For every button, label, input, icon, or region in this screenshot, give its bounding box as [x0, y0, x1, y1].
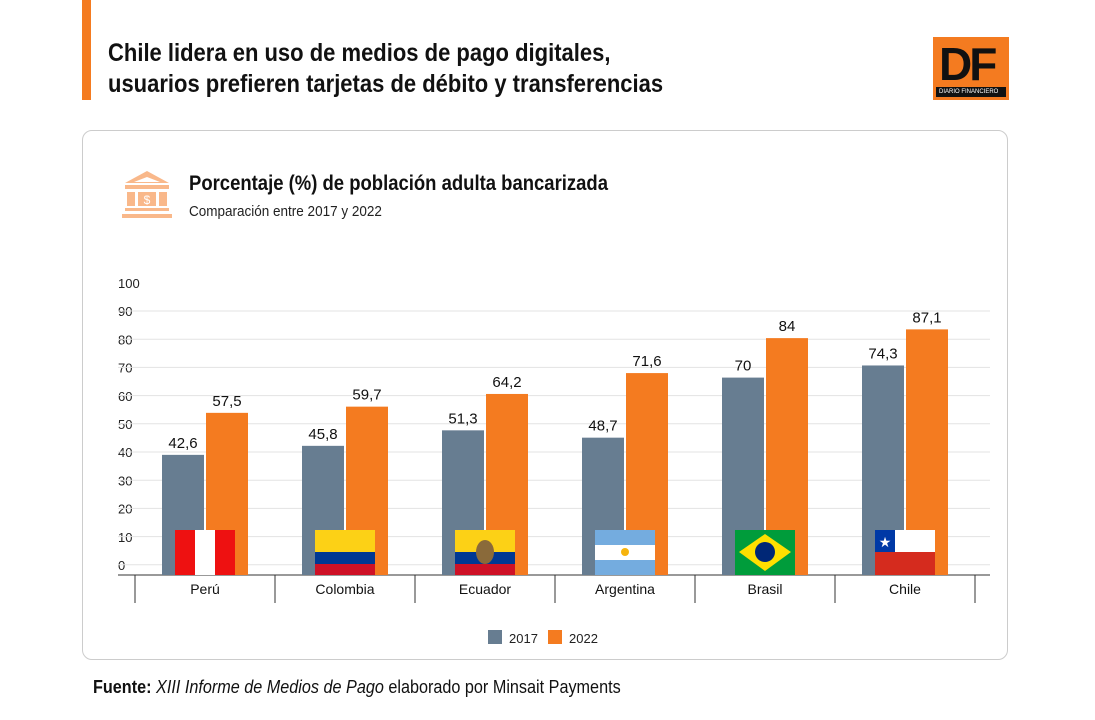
data-label: 71,6 — [632, 353, 661, 370]
y-tick-label: 70 — [118, 361, 132, 376]
x-tick-label: Argentina — [595, 581, 655, 597]
page-title: Chile lidera en uso de medios de pago di… — [108, 39, 664, 98]
x-tick-label: Colombia — [315, 581, 374, 597]
data-label: 48,7 — [588, 418, 617, 435]
legend-label: 2017 — [509, 631, 538, 646]
ecuador-flag — [455, 564, 515, 575]
legend-swatch-2022 — [548, 630, 562, 644]
peru-flag — [175, 530, 195, 575]
y-tick-label: 20 — [118, 502, 132, 517]
y-tick-label: 10 — [118, 530, 132, 545]
data-label: 42,6 — [168, 435, 197, 452]
colombia-flag — [315, 552, 375, 564]
bank-icon: $ — [122, 171, 172, 218]
legend-label: 2022 — [569, 631, 598, 646]
y-tick-label: 30 — [118, 473, 132, 488]
df-logo: DF DIARIO FINANCIERO — [933, 37, 1009, 100]
brazil-flag — [755, 542, 775, 562]
data-label: 84 — [779, 318, 796, 335]
data-label: 45,8 — [308, 426, 337, 443]
chile-flag — [875, 552, 935, 575]
peru-flag — [215, 530, 235, 575]
chart-title: Porcentaje (%) de población adulta banca… — [189, 172, 608, 195]
sun-of-may — [621, 548, 629, 556]
chile-flag — [875, 530, 895, 552]
colombia-flag — [315, 564, 375, 575]
chart-card — [82, 130, 1008, 660]
data-label: 57,5 — [212, 393, 241, 410]
y-tick-label: 40 — [118, 445, 132, 460]
x-tick-label: Chile — [889, 581, 921, 597]
legend-swatch-2017 — [488, 630, 502, 644]
x-tick-label: Perú — [190, 581, 220, 597]
star-icon: ★ — [879, 534, 892, 550]
data-label: 87,1 — [912, 309, 941, 326]
data-label: 70 — [735, 358, 752, 375]
x-tick-label: Ecuador — [459, 581, 511, 597]
x-tick-label: Brasil — [747, 581, 782, 597]
colombia-flag — [315, 530, 375, 552]
y-tick-label: 0 — [118, 558, 125, 573]
ecuador-coat-of-arms — [476, 540, 494, 564]
y-tick-label: 60 — [118, 389, 132, 404]
bar-chart: 0 10 20 30 40 50 60 70 80 90 100 42,6 57,5 Perú 45,8 59… — [118, 276, 990, 646]
source-note: Fuente: XIII Informe de Medios de Pago e… — [93, 677, 621, 697]
accent-bar — [82, 0, 91, 100]
data-label: 74,3 — [868, 345, 897, 362]
data-label: 59,7 — [352, 387, 381, 404]
data-label: 51,3 — [448, 410, 477, 427]
chart-subtitle: Comparación entre 2017 y 2022 — [189, 203, 382, 220]
y-tick-label: 50 — [118, 417, 132, 432]
y-tick-label: 90 — [118, 304, 132, 319]
y-tick-label: 80 — [118, 332, 132, 347]
data-label: 64,2 — [492, 374, 521, 391]
y-tick-label: 100 — [118, 276, 140, 291]
svg-text:$: $ — [144, 193, 151, 207]
